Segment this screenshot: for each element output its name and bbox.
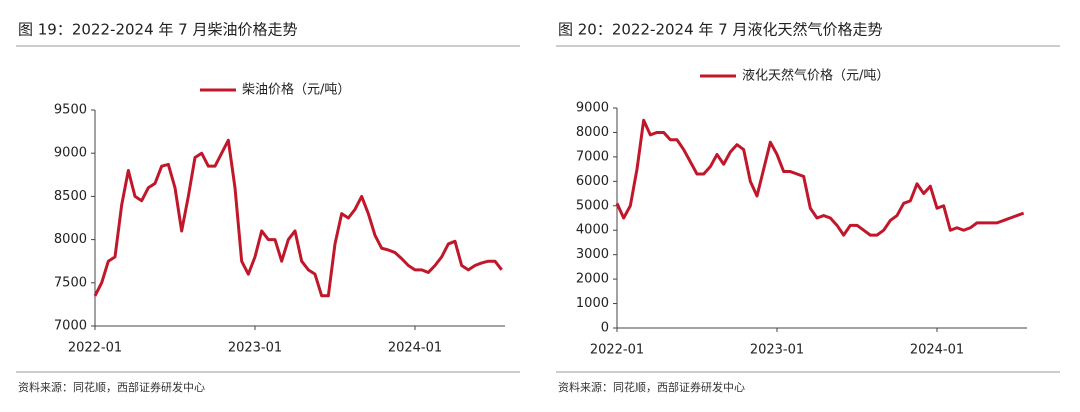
x-tick-label: 2022-01 [68, 341, 122, 356]
source-note: 资料来源：同花顺，西部证券研发中心 [18, 380, 205, 394]
series-line [615, 118, 1025, 237]
x-tick-label: 2023-01 [228, 341, 282, 356]
y-tick-label: 9000 [576, 101, 609, 116]
x-tick-label: 2023-01 [750, 343, 804, 358]
y-tick-label: 7000 [576, 149, 609, 164]
source-note: 资料来源：同花顺，西部证券研发中心 [558, 380, 745, 394]
x-tick-label: 2024-01 [910, 343, 964, 358]
y-tick-label: 9000 [54, 146, 87, 161]
y-tick-label: 0 [601, 321, 609, 336]
y-tick-label: 4000 [576, 223, 609, 238]
y-tick-label: 6000 [576, 174, 609, 189]
legend-label: 柴油价格（元/吨） [242, 82, 350, 98]
x-tick-label: 2024-01 [388, 341, 442, 356]
chart-title: 图 20：2022-2024 年 7 月液化天然气价格走势 [558, 21, 882, 39]
x-tick-label: 2022-01 [590, 343, 644, 358]
y-tick-label: 7500 [54, 275, 87, 290]
chart-title: 图 19：2022-2024 年 7 月柴油价格走势 [18, 21, 297, 39]
y-tick-label: 8000 [576, 125, 609, 140]
y-tick-label: 8500 [54, 189, 87, 204]
series-line [93, 138, 503, 298]
y-tick-label: 3000 [576, 247, 609, 262]
legend-label: 液化天然气价格（元/吨） [742, 68, 889, 84]
y-tick-label: 1000 [576, 296, 609, 311]
y-tick-label: 5000 [576, 198, 609, 213]
y-tick-label: 2000 [576, 272, 609, 287]
y-tick-label: 9500 [54, 103, 87, 118]
y-tick-label: 8000 [54, 232, 87, 247]
y-tick-label: 7000 [54, 319, 87, 334]
